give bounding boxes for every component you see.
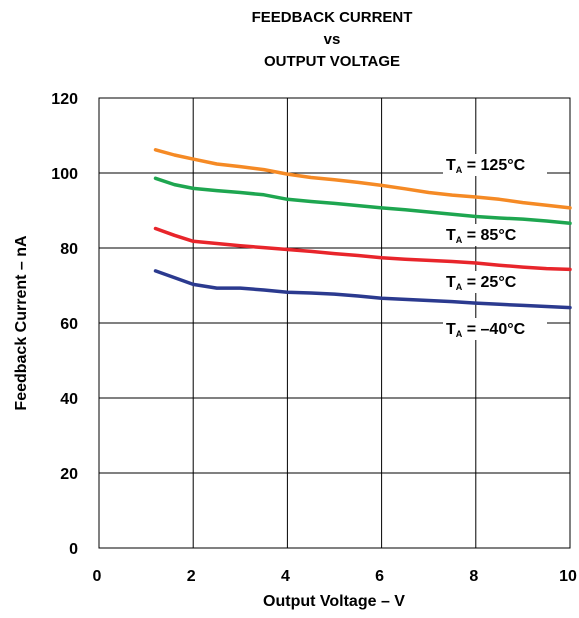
y-tick-80: 80 [60,241,78,258]
series-label-2: TA = 25°C [446,274,517,292]
x-tick-10: 10 [559,568,577,585]
x-tick-6: 6 [375,568,384,585]
series-line-1 [153,176,572,226]
chart-title-line-3: OUTPUT VOLTAGE [264,53,400,70]
series-label-0: TA = 125°C [446,157,526,175]
series-line-0 [153,148,572,210]
y-tick-120: 120 [51,91,78,108]
y-tick-0: 0 [69,541,78,558]
y-tick-40: 40 [60,391,78,408]
x-tick-labels: 0 2 4 6 8 10 [93,568,577,585]
x-axis-label: Output Voltage – V [263,593,405,610]
chart-title: FEEDBACK CURRENT vs OUTPUT VOLTAGE [252,9,413,70]
y-tick-20: 20 [60,466,78,483]
y-tick-100: 100 [51,166,78,183]
y-axis-label: Feedback Current – nA [13,235,30,411]
series-label-bg-2 [443,271,547,293]
plot-frame [98,97,571,549]
x-tick-8: 8 [469,568,478,585]
series-label-bg-0 [443,154,547,176]
y-tick-labels: 0 20 40 60 80 100 120 [51,91,78,558]
series-lines [153,148,572,310]
x-tick-2: 2 [187,568,196,585]
y-tick-60: 60 [60,316,78,333]
chart-title-line-2: vs [324,31,341,48]
series-labels: TA = 125°C TA = 85°C TA = 25°C TA = –40°C [443,154,547,340]
series-label-3: TA = –40°C [446,321,526,339]
series-label-bg-3 [443,318,547,340]
x-tick-4: 4 [281,568,290,585]
chart-title-line-1: FEEDBACK CURRENT [252,9,413,26]
series-label-bg-1 [443,224,547,246]
x-tick-0: 0 [93,568,102,585]
series-line-2 [153,226,572,272]
series-label-1: TA = 85°C [446,227,517,245]
series-line-3 [153,269,572,310]
